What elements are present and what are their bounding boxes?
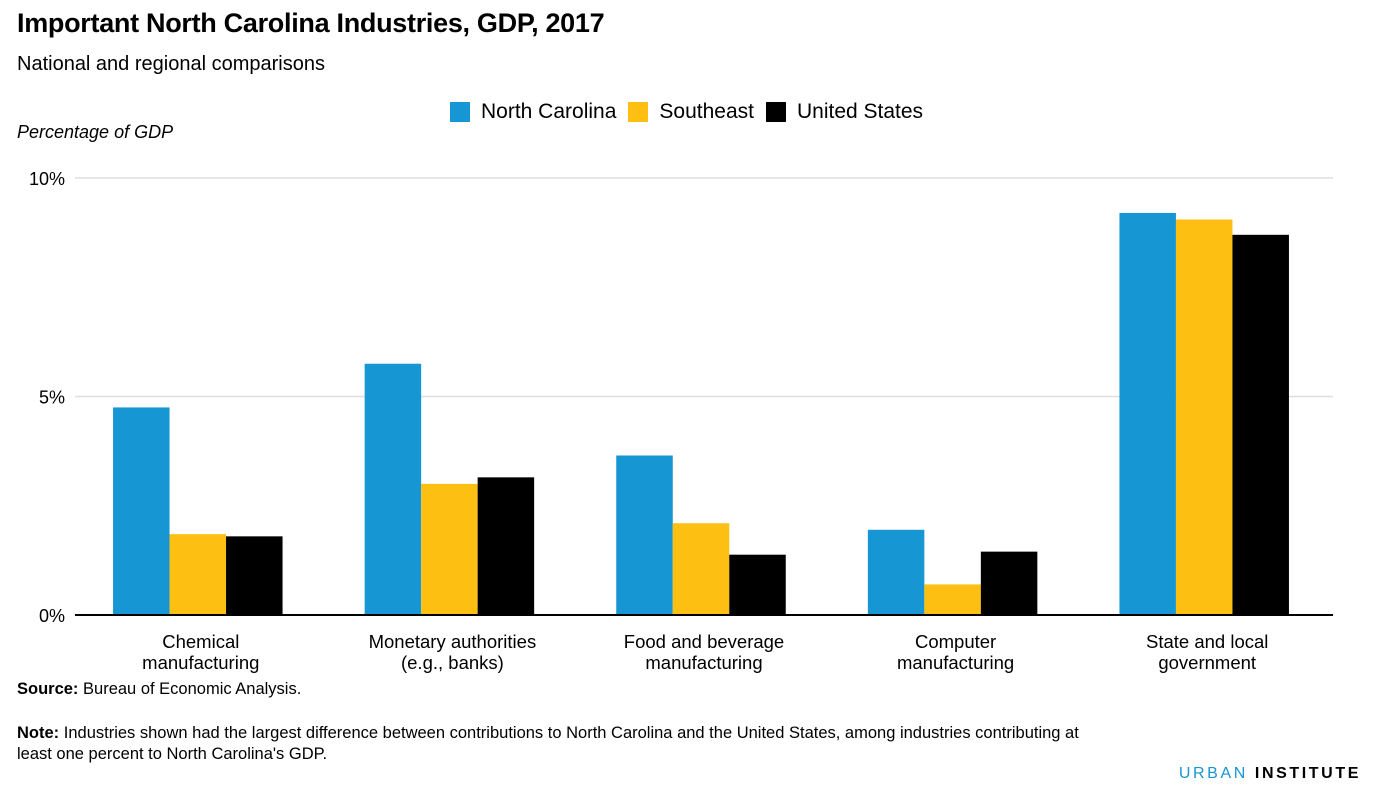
legend-item-southeast: Southeast — [628, 100, 754, 124]
source-label: Source: — [17, 680, 79, 698]
legend-label-united-states: United States — [796, 100, 924, 123]
legend-label-north-carolina: North Carolina — [481, 100, 617, 123]
y-axis-label: Percentage of GDP — [17, 122, 174, 142]
legend-item-north-carolina: North Carolina — [450, 100, 616, 124]
bar-united-states-food-and-beverage — [729, 554, 786, 615]
x-tick-label: Computer — [915, 631, 996, 652]
note-label: Note: — [17, 724, 60, 742]
bar-united-states-chemical — [226, 536, 283, 615]
x-tick-label: manufacturing — [897, 652, 1014, 673]
chart-title: Important North Carolina Industries, GDP… — [17, 8, 605, 38]
y-tick-label: 5% — [39, 388, 65, 408]
chart-subtitle: National and regional comparisons — [17, 53, 325, 75]
legend-label-southeast: Southeast — [659, 100, 754, 123]
legend: North Carolina Southeast United States — [450, 100, 935, 124]
logo-urban: URBAN — [1178, 765, 1248, 782]
source-note: Source: Bureau of Economic Analysis. — [17, 680, 301, 699]
bar-southeast-computer — [924, 584, 981, 615]
x-tick-label: Food and beverage — [624, 631, 784, 652]
bar-southeast-state-and-local — [1175, 219, 1233, 615]
bar-united-states-monetary-authorities — [477, 477, 535, 615]
x-tick-label: Chemical — [162, 631, 239, 652]
y-tick-label: 10% — [29, 169, 65, 189]
logo-institute: INSTITUTE — [1254, 765, 1361, 782]
x-tick-label: manufacturing — [645, 652, 762, 673]
bar-north-carolina-chemical — [113, 407, 170, 615]
footnote: Note: Industries shown had the largest d… — [17, 723, 1117, 765]
legend-swatch-southeast — [628, 102, 649, 122]
bar-southeast-food-and-beverage — [672, 523, 730, 615]
bar-southeast-monetary-authorities — [421, 483, 478, 615]
bar-north-carolina-state-and-local — [1119, 212, 1176, 615]
bar-united-states-state-and-local — [1232, 234, 1289, 615]
legend-item-united-states: United States — [765, 100, 924, 124]
x-tick-label: Monetary authorities — [369, 631, 537, 652]
source-text: Bureau of Economic Analysis. — [83, 680, 302, 698]
bar-southeast-chemical — [169, 534, 227, 615]
urban-institute-logo: URBAN INSTITUTE — [1179, 765, 1361, 783]
x-tick-label: government — [1158, 652, 1256, 673]
legend-swatch-united-states — [765, 102, 786, 122]
x-tick-label: State and local — [1146, 631, 1268, 652]
y-tick-label: 0% — [39, 606, 65, 626]
x-tick-label: (e.g., banks) — [401, 652, 504, 673]
bar-north-carolina-computer — [867, 529, 925, 615]
legend-swatch-north-carolina — [450, 102, 470, 122]
x-tick-label: manufacturing — [142, 652, 259, 673]
bar-north-carolina-food-and-beverage — [616, 455, 673, 615]
note-text: Industries shown had the largest differe… — [17, 724, 1079, 763]
bar-united-states-computer — [980, 551, 1038, 615]
bar-north-carolina-monetary-authorities — [364, 363, 422, 615]
